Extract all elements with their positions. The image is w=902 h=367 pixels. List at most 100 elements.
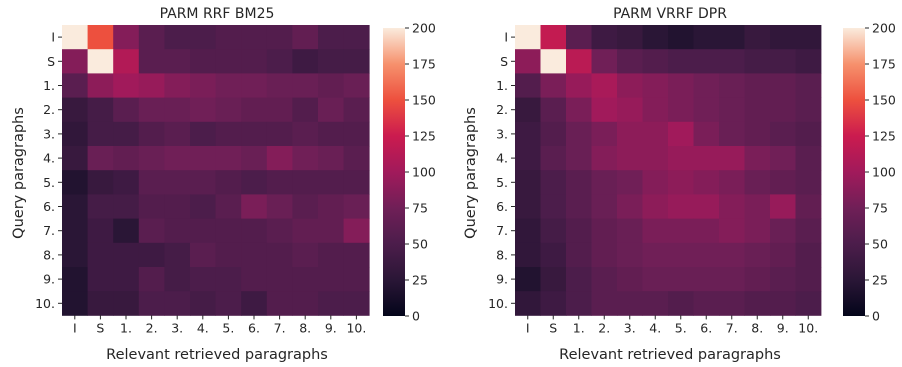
heatmap-cell (566, 242, 592, 268)
x-tick-label: 1. (120, 320, 132, 335)
heatmap-cell (770, 267, 796, 292)
heatmap-cells (62, 25, 370, 316)
heatmap-cell (241, 73, 268, 98)
heatmap-cell (591, 218, 618, 244)
heatmap-cell (343, 97, 370, 123)
heatmap-cell (540, 291, 567, 316)
heatmap-cell (113, 121, 140, 147)
heatmap-cell (515, 267, 541, 292)
heatmap-cell (566, 218, 592, 244)
heatmap-cell (642, 97, 669, 123)
heatmap-cell (138, 170, 165, 195)
colorbar-tick-label: 150 (872, 93, 896, 108)
heatmap-cell (591, 25, 618, 50)
x-tick-label: 7. (726, 320, 738, 335)
heatmap-cell (292, 242, 319, 268)
heatmap-cell (164, 267, 191, 292)
heatmap-cell (668, 97, 694, 123)
heatmap-cell (164, 194, 191, 219)
heatmap-cell (190, 25, 216, 50)
heatmap-cell (515, 25, 541, 50)
colorbar-tick-label: 50 (412, 237, 428, 252)
colorbar-tick-label: 175 (412, 57, 436, 72)
x-tick-label: 6. (700, 320, 712, 335)
y-tick-label: 8. (496, 247, 508, 262)
heatmap-cell (292, 194, 319, 219)
heatmap-cell (266, 218, 293, 244)
heatmap-cell (190, 170, 216, 195)
heatmap-cell (693, 242, 720, 268)
heatmap-cell (515, 97, 541, 123)
heatmap-cell (795, 49, 822, 74)
heatmap-cell (266, 170, 293, 195)
x-tick-label: 9. (325, 320, 337, 335)
y-tick-label: 9. (496, 272, 508, 287)
x-tick-label: I (73, 320, 77, 335)
heatmap-cell (515, 49, 541, 74)
x-tick-label: 1. (573, 320, 585, 335)
heatmap-cell (540, 267, 567, 292)
heatmap-cell (62, 121, 88, 147)
heatmap-cell (693, 25, 720, 50)
heatmap-cell (642, 194, 669, 219)
heatmap-cell (292, 146, 319, 171)
heatmap-cell (719, 291, 745, 316)
heatmap-cell (566, 73, 592, 98)
heatmap-cell (190, 121, 216, 147)
x-tick-label: 2. (146, 320, 158, 335)
heatmap-cell (591, 170, 618, 195)
y-tick-label: 7. (43, 223, 55, 238)
colorbar-tick-label: 50 (872, 237, 888, 252)
heatmap-cell (744, 291, 771, 316)
heatmap-cell (719, 267, 745, 292)
colorbar-tick-label: 150 (412, 93, 436, 108)
heatmap-cell (241, 121, 268, 147)
heatmap-cell (515, 121, 541, 147)
x-tick-label: 10. (798, 320, 818, 335)
heatmap-cell (113, 194, 140, 219)
heatmap-cell (770, 121, 796, 147)
heatmap-cell (693, 49, 720, 74)
heatmap-cell (540, 146, 567, 171)
heatmap-cell (668, 291, 694, 316)
heatmap-cell (190, 194, 216, 219)
heatmap-cell (190, 267, 216, 292)
y-tick-label: 8. (43, 247, 55, 262)
heatmap-cell (318, 218, 344, 244)
heatmap-cell (113, 97, 140, 123)
heatmap-cell (164, 218, 191, 244)
heatmap-cell (62, 97, 88, 123)
heatmap-cell (668, 194, 694, 219)
heatmap-cell (266, 121, 293, 147)
x-tick-label: 5. (222, 320, 234, 335)
chart-title: PARM VRRF DPR (613, 6, 727, 22)
heatmap-cell (292, 267, 319, 292)
y-tick-label: 3. (43, 126, 55, 141)
heatmap-cell (770, 25, 796, 50)
heatmap-cell (540, 170, 567, 195)
x-tick-label: S (96, 320, 104, 335)
heatmap-cell (190, 146, 216, 171)
heatmap-cell (318, 121, 344, 147)
y-tick-label: 6. (43, 199, 55, 214)
x-axis-label: Relevant retrieved paragraphs (106, 347, 328, 363)
heatmap-cell (642, 25, 669, 50)
heatmap-cell (719, 97, 745, 123)
heatmap-cell (190, 97, 216, 123)
heatmap-cell (719, 121, 745, 147)
heatmap-cell (138, 242, 165, 268)
y-tick-label: 7. (496, 223, 508, 238)
heatmap-cell (318, 194, 344, 219)
colorbar-tick-label: 200 (872, 21, 896, 36)
heatmap-cell (744, 146, 771, 171)
heatmap-cell (770, 146, 796, 171)
y-tick-label: 9. (43, 272, 55, 287)
heatmap-cell (540, 97, 567, 123)
heatmap-cell (138, 97, 165, 123)
heatmap-cell (343, 170, 370, 195)
heatmap-cell (343, 291, 370, 316)
heatmap-cell (343, 267, 370, 292)
heatmap-cell (266, 242, 293, 268)
heatmap-cell (62, 170, 88, 195)
